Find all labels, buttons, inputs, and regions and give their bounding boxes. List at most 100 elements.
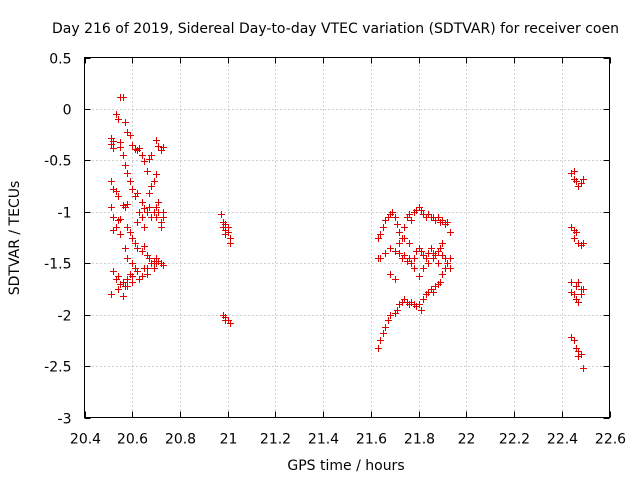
x-tick-label: 21.8 xyxy=(404,432,435,448)
plot-frame xyxy=(84,57,610,418)
data-point xyxy=(430,289,437,296)
data-point xyxy=(396,229,403,236)
data-point xyxy=(435,260,442,267)
x-tick-label: 20.6 xyxy=(117,432,148,448)
data-point xyxy=(227,240,234,247)
data-point xyxy=(571,168,578,175)
data-point xyxy=(578,351,585,358)
data-point xyxy=(160,262,167,269)
data-point xyxy=(122,119,129,126)
data-point xyxy=(573,178,580,185)
x-tick-label: 21.6 xyxy=(356,432,387,448)
data-point xyxy=(432,217,439,224)
data-point xyxy=(418,307,425,314)
data-point xyxy=(401,296,408,303)
data-point xyxy=(134,190,141,197)
data-point xyxy=(580,286,587,293)
data-point xyxy=(447,229,454,236)
data-point xyxy=(153,137,160,144)
data-point xyxy=(382,250,389,257)
data-point xyxy=(110,214,117,221)
data-point xyxy=(387,245,394,252)
data-point xyxy=(222,231,229,238)
data-point xyxy=(139,199,146,206)
data-point xyxy=(153,171,160,178)
data-point xyxy=(575,183,582,190)
data-point xyxy=(127,229,134,236)
data-point xyxy=(110,227,117,234)
data-point xyxy=(110,145,117,152)
x-tick-label: 21.4 xyxy=(308,432,339,448)
data-point xyxy=(158,224,165,231)
data-point xyxy=(134,245,141,252)
data-point xyxy=(136,209,143,216)
data-point xyxy=(151,265,158,272)
data-point xyxy=(115,193,122,200)
data-point xyxy=(418,207,425,214)
y-tick-label: -0.5 xyxy=(44,154,71,170)
data-point xyxy=(377,337,384,344)
data-point xyxy=(375,235,382,242)
y-tick-label: -2 xyxy=(58,309,72,325)
data-point xyxy=(387,312,394,319)
data-point xyxy=(396,250,403,257)
data-point xyxy=(136,276,143,283)
data-point xyxy=(580,176,587,183)
data-point xyxy=(580,365,587,372)
data-point xyxy=(571,291,578,298)
data-point xyxy=(442,255,449,262)
data-point xyxy=(411,255,418,262)
data-point xyxy=(120,279,127,286)
data-point xyxy=(382,324,389,331)
data-point xyxy=(439,252,446,259)
data-point xyxy=(141,243,148,250)
data-point xyxy=(392,214,399,221)
data-point xyxy=(139,214,146,221)
y-tick-label: 0 xyxy=(63,103,72,119)
data-point xyxy=(160,209,167,216)
x-tick-label: 22.6 xyxy=(595,432,626,448)
data-point xyxy=(124,201,131,208)
data-point xyxy=(380,224,387,231)
data-point xyxy=(115,273,122,280)
data-point xyxy=(120,94,127,101)
data-point xyxy=(110,138,117,145)
data-point xyxy=(141,158,148,165)
data-point xyxy=(127,132,134,139)
data-point xyxy=(153,204,160,211)
data-point xyxy=(568,334,575,341)
data-point xyxy=(113,188,120,195)
data-point xyxy=(573,283,580,290)
data-point xyxy=(416,301,423,308)
data-point xyxy=(129,279,136,286)
data-point xyxy=(568,224,575,231)
axis-ticks xyxy=(84,57,611,419)
data-point xyxy=(117,231,124,238)
data-point xyxy=(141,224,148,231)
data-point xyxy=(108,204,115,211)
data-point xyxy=(144,168,151,175)
data-point xyxy=(406,240,413,247)
data-point xyxy=(408,260,415,267)
data-point xyxy=(425,211,432,218)
data-point xyxy=(406,211,413,218)
x-tick-label: 20.8 xyxy=(165,432,196,448)
data-point xyxy=(571,337,578,344)
data-point xyxy=(392,276,399,283)
data-points xyxy=(108,94,587,372)
data-point xyxy=(122,245,129,252)
x-tick-label: 20.4 xyxy=(70,432,101,448)
data-point xyxy=(218,211,225,218)
data-point xyxy=(387,271,394,278)
data-point xyxy=(113,111,120,118)
data-point xyxy=(568,279,575,286)
data-point xyxy=(136,145,143,152)
data-point xyxy=(392,248,399,255)
chart-title: Day 216 of 2019, Sidereal Day-to-day VTE… xyxy=(52,21,619,37)
data-point xyxy=(571,235,578,242)
data-point xyxy=(144,271,151,278)
data-point xyxy=(575,279,582,286)
data-point xyxy=(420,252,427,259)
data-point xyxy=(416,273,423,280)
data-point xyxy=(439,240,446,247)
